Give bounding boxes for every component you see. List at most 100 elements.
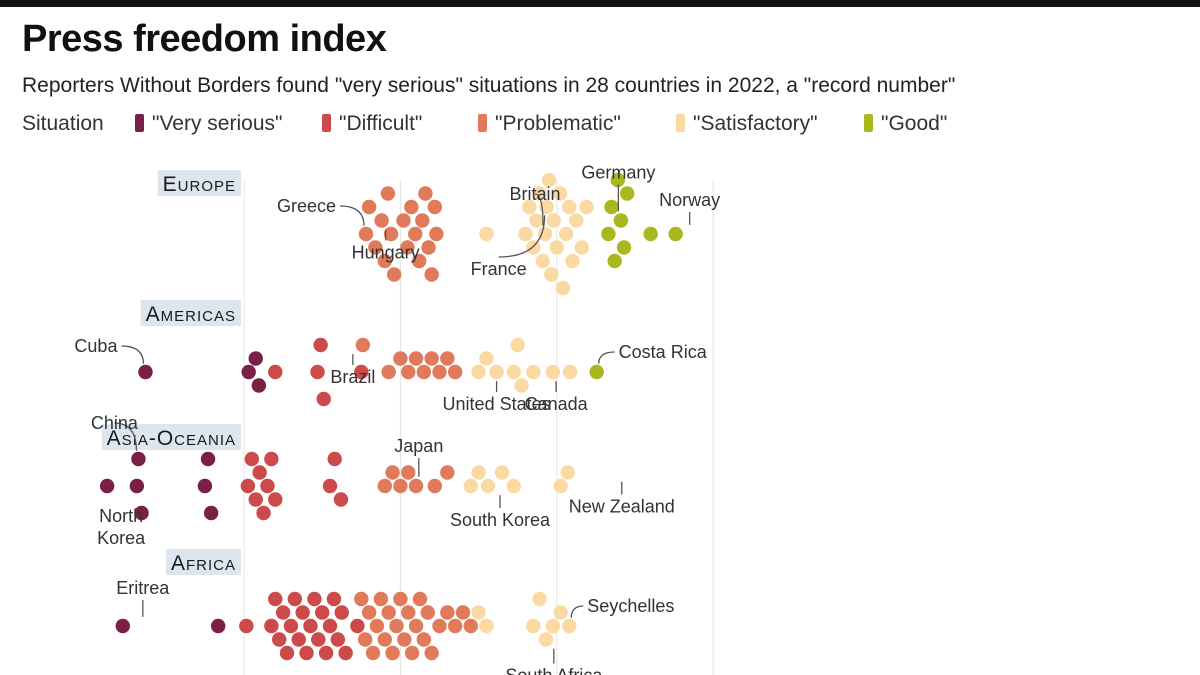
data-point: [544, 267, 559, 282]
data-point: [546, 213, 561, 228]
data-point: [579, 199, 594, 215]
data-point: [401, 364, 416, 380]
legend-swatch-icon: [478, 114, 487, 132]
annotation-cuba: Cuba: [74, 336, 118, 356]
data-point: [268, 492, 283, 507]
data-point: [260, 478, 275, 494]
data-point: [565, 253, 580, 269]
data-point: [365, 645, 381, 661]
legend-swatch-icon: [322, 114, 331, 132]
legend-item-label: "Satisfactory": [693, 112, 818, 135]
data-point: [400, 240, 415, 255]
legend-item-satisfactory: "Satisfactory": [676, 112, 818, 136]
data-point: [418, 186, 433, 201]
data-point: [471, 364, 486, 380]
data-point: [386, 267, 402, 282]
data-point: [404, 645, 420, 661]
data-point: [350, 618, 365, 634]
region-label: Americas: [140, 300, 241, 326]
annotation-germany: Germany: [581, 163, 655, 183]
data-point: [471, 465, 486, 480]
data-point: [607, 253, 622, 269]
data-point: [338, 645, 353, 661]
data-point: [134, 505, 149, 521]
data-point: [138, 364, 153, 380]
data-point: [318, 645, 334, 661]
data-point: [526, 364, 541, 380]
annotation-hungary: Hungary: [352, 243, 420, 263]
data-point: [401, 465, 416, 480]
legend-item-problematic: "Problematic": [478, 112, 621, 136]
annotation-leader: [339, 205, 365, 226]
data-point: [385, 465, 400, 480]
data-point: [429, 226, 444, 242]
data-point: [322, 478, 338, 494]
data-point: [239, 618, 254, 634]
legend-item-label: "Good": [881, 112, 948, 135]
data-point: [463, 618, 478, 634]
data-point: [322, 618, 338, 634]
data-point: [358, 226, 374, 242]
data-point: [562, 199, 577, 215]
data-point: [316, 391, 331, 407]
annotation-france: France: [471, 259, 527, 279]
annotation-norway: Norway: [659, 190, 720, 210]
data-point: [555, 280, 571, 296]
annotation-north-korea: North Korea: [97, 506, 146, 548]
data-point: [361, 605, 377, 620]
data-point: [389, 618, 404, 634]
data-point: [479, 618, 494, 634]
data-point: [369, 618, 385, 634]
data-point: [408, 618, 424, 634]
annotation-united-states: United States: [443, 394, 551, 414]
data-point: [415, 213, 430, 228]
data-point: [440, 351, 455, 366]
data-point: [545, 618, 561, 634]
data-point: [479, 351, 494, 366]
data-point: [506, 364, 521, 380]
beeswarm-chart: Europe Greece Hungary Britain Germany France N…: [74, 163, 720, 675]
region-label: Europe: [157, 170, 241, 196]
annotations: North Korea China Japan South Korea New Zeala…: [91, 413, 675, 548]
region-label-text: Asia-Oceania: [107, 427, 236, 450]
chart-subtitle: Reporters Without Borders found "very se…: [22, 74, 956, 97]
data-point: [315, 605, 330, 620]
region-label-bg: [140, 300, 241, 326]
data-point: [506, 478, 521, 494]
data-point: [589, 364, 604, 380]
annotation-seychelles: Seychelles: [587, 596, 674, 616]
data-point: [271, 632, 287, 647]
data-point: [427, 199, 443, 215]
legend-swatch-icon: [864, 114, 873, 132]
data-point: [424, 267, 439, 282]
data-point: [427, 478, 443, 494]
annotation-costa-rica: Costa Rica: [619, 342, 708, 362]
data-point: [200, 451, 216, 467]
legend-item-difficult: "Difficult": [322, 112, 422, 136]
dots: [99, 451, 575, 521]
data-point: [562, 618, 577, 634]
top-rule: [0, 0, 1200, 7]
data-point: [514, 378, 529, 393]
data-point: [275, 605, 291, 620]
data-point: [248, 492, 263, 507]
data-point: [268, 364, 283, 380]
data-point: [463, 478, 478, 494]
data-point: [203, 505, 219, 521]
data-point: [397, 632, 412, 647]
data-point: [668, 226, 683, 242]
data-point: [412, 591, 428, 607]
annotation-leader: [114, 422, 138, 451]
data-point: [574, 240, 590, 255]
data-point: [480, 478, 496, 494]
data-point: [455, 605, 471, 620]
data-point: [538, 632, 554, 647]
data-point: [307, 591, 322, 607]
data-point: [299, 645, 314, 661]
data-point: [393, 591, 408, 607]
data-point: [279, 645, 295, 661]
data-point: [333, 492, 349, 507]
data-point: [264, 618, 279, 634]
data-point: [256, 505, 271, 521]
data-point: [616, 240, 632, 255]
